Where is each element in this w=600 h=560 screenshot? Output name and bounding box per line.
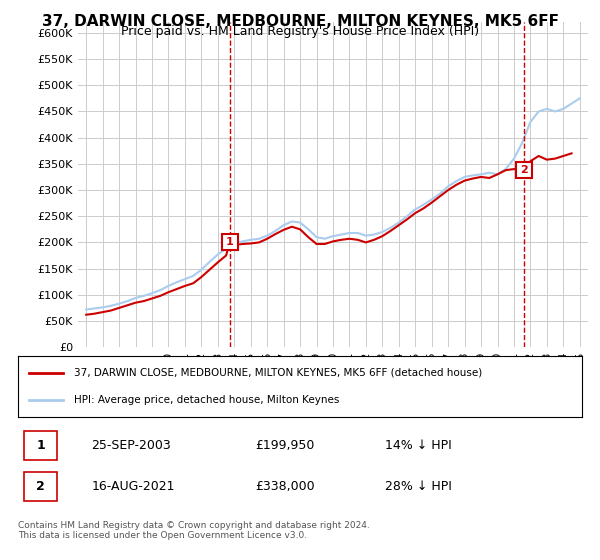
Text: 37, DARWIN CLOSE, MEDBOURNE, MILTON KEYNES, MK5 6FF: 37, DARWIN CLOSE, MEDBOURNE, MILTON KEYN… bbox=[41, 14, 559, 29]
Text: 37, DARWIN CLOSE, MEDBOURNE, MILTON KEYNES, MK5 6FF (detached house): 37, DARWIN CLOSE, MEDBOURNE, MILTON KEYN… bbox=[74, 368, 482, 378]
Text: £199,950: £199,950 bbox=[255, 439, 314, 452]
Text: 1: 1 bbox=[36, 439, 45, 452]
Text: 2: 2 bbox=[36, 479, 45, 493]
Text: Contains HM Land Registry data © Crown copyright and database right 2024.
This d: Contains HM Land Registry data © Crown c… bbox=[18, 521, 370, 540]
FancyBboxPatch shape bbox=[23, 431, 58, 460]
Text: 16-AUG-2021: 16-AUG-2021 bbox=[91, 479, 175, 493]
Text: £338,000: £338,000 bbox=[255, 479, 314, 493]
Text: 14% ↓ HPI: 14% ↓ HPI bbox=[385, 439, 451, 452]
FancyBboxPatch shape bbox=[23, 472, 58, 501]
Text: Price paid vs. HM Land Registry's House Price Index (HPI): Price paid vs. HM Land Registry's House … bbox=[121, 25, 479, 38]
Text: 1: 1 bbox=[226, 237, 234, 248]
Text: 28% ↓ HPI: 28% ↓ HPI bbox=[385, 479, 451, 493]
Text: 25-SEP-2003: 25-SEP-2003 bbox=[91, 439, 171, 452]
Text: HPI: Average price, detached house, Milton Keynes: HPI: Average price, detached house, Milt… bbox=[74, 395, 340, 405]
Text: 2: 2 bbox=[520, 165, 528, 175]
